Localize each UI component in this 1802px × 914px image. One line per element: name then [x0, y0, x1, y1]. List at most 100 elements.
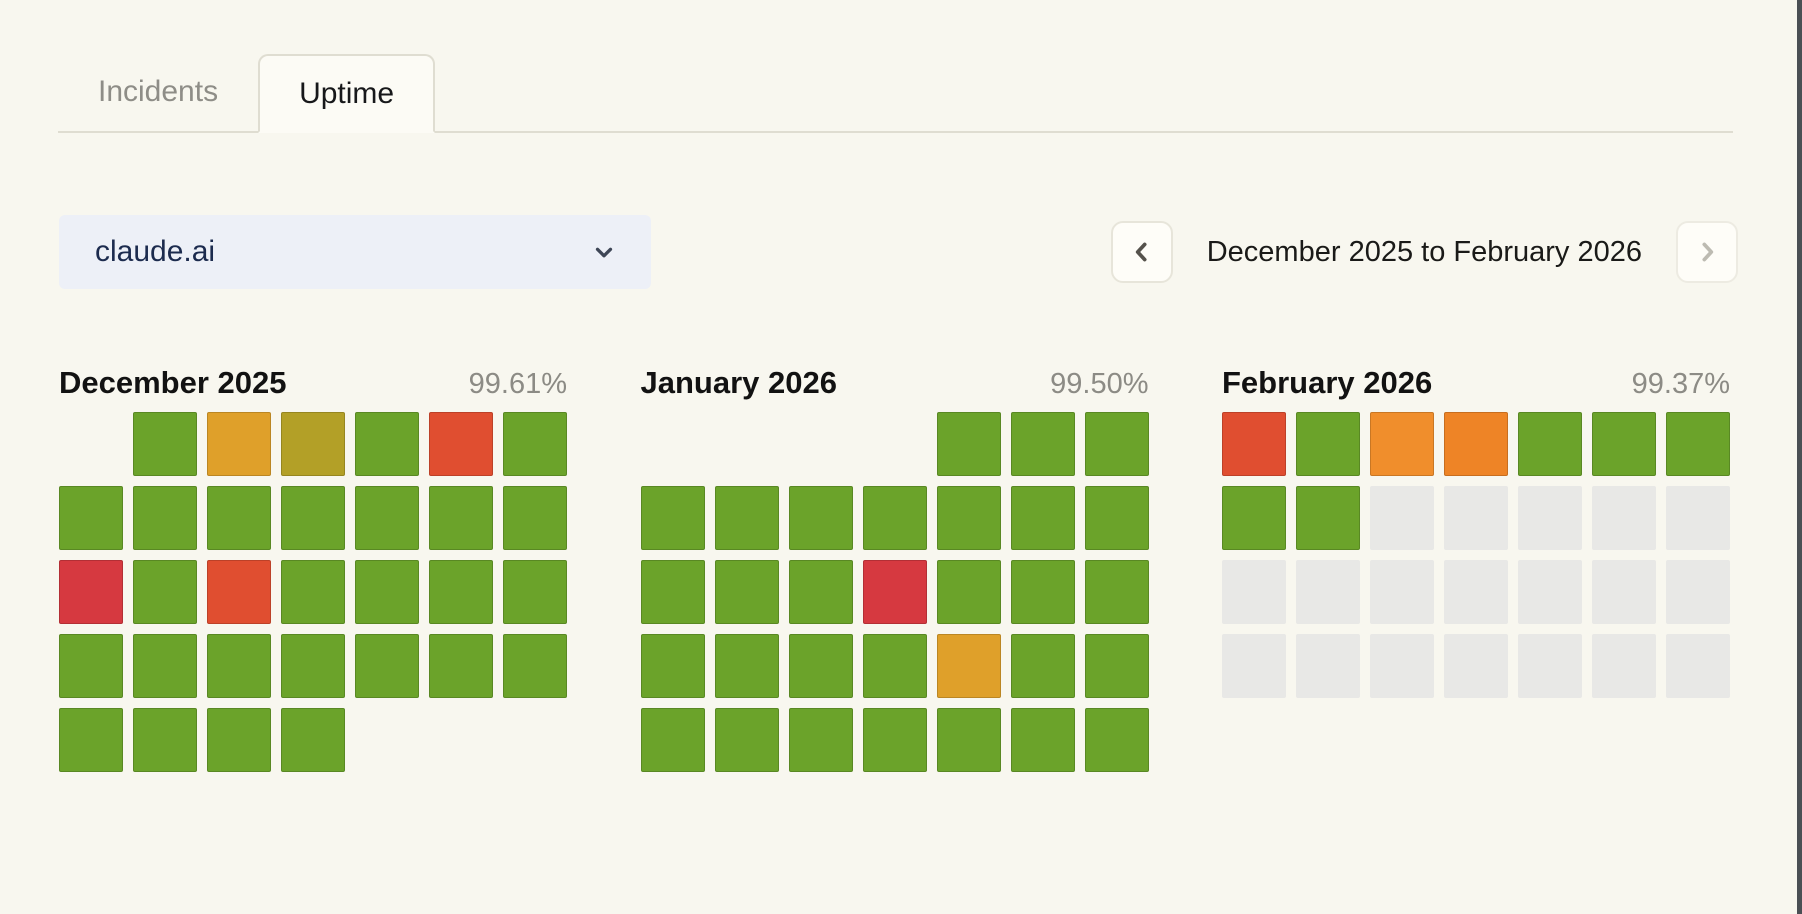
day-cell[interactable] — [862, 486, 927, 550]
day-cell[interactable] — [1010, 486, 1075, 550]
day-cell[interactable] — [281, 634, 345, 698]
day-cell[interactable] — [936, 634, 1001, 698]
day-cell[interactable] — [1084, 486, 1149, 550]
day-cell[interactable] — [133, 412, 197, 476]
day-cell[interactable] — [429, 486, 493, 550]
month-title: January 2026 — [640, 365, 837, 400]
tab-bar: Incidents Uptime — [58, 0, 1733, 133]
day-cell[interactable] — [503, 486, 567, 550]
day-cell[interactable] — [1666, 412, 1730, 476]
day-cell[interactable] — [640, 560, 705, 624]
day-cell-future — [1296, 560, 1360, 624]
day-cell[interactable] — [207, 634, 271, 698]
day-cell[interactable] — [59, 708, 123, 772]
day-cell[interactable] — [207, 560, 271, 624]
day-cell[interactable] — [1084, 634, 1149, 698]
day-cell-future — [1370, 486, 1434, 550]
day-cell-future — [1666, 560, 1730, 624]
day-cell[interactable] — [788, 708, 853, 772]
day-cell[interactable] — [207, 486, 271, 550]
day-cell[interactable] — [133, 486, 197, 550]
day-cell[interactable] — [1444, 412, 1508, 476]
day-cell[interactable] — [1592, 412, 1656, 476]
day-cell-future — [1444, 560, 1508, 624]
tab-uptime[interactable]: Uptime — [258, 54, 436, 133]
uptime-calendars: December 2025 99.61% January 2026 99.50%… — [59, 364, 1730, 772]
day-cell[interactable] — [429, 412, 493, 476]
day-cell[interactable] — [640, 708, 705, 772]
day-cell-empty — [715, 412, 779, 476]
month-grid — [640, 412, 1149, 772]
day-cell[interactable] — [59, 560, 123, 624]
day-cell[interactable] — [788, 486, 853, 550]
day-cell[interactable] — [133, 708, 197, 772]
day-cell[interactable] — [936, 486, 1001, 550]
chevron-right-icon — [1694, 239, 1720, 265]
day-cell[interactable] — [133, 634, 197, 698]
day-cell[interactable] — [936, 708, 1001, 772]
month-uptime-percent: 99.37% — [1631, 368, 1730, 400]
day-cell-future — [1222, 634, 1286, 698]
day-cell[interactable] — [862, 634, 927, 698]
window-edge — [1797, 0, 1802, 914]
day-cell[interactable] — [1370, 412, 1434, 476]
day-cell[interactable] — [714, 486, 779, 550]
day-cell[interactable] — [1084, 708, 1149, 772]
day-cell[interactable] — [936, 412, 1001, 476]
day-cell[interactable] — [640, 486, 705, 550]
day-cell[interactable] — [281, 486, 345, 550]
day-cell[interactable] — [503, 412, 567, 476]
day-cell[interactable] — [503, 634, 567, 698]
day-cell[interactable] — [936, 560, 1001, 624]
day-cell[interactable] — [503, 560, 567, 624]
day-cell[interactable] — [1010, 708, 1075, 772]
day-cell[interactable] — [1222, 412, 1286, 476]
day-cell[interactable] — [355, 634, 419, 698]
month-card-february: February 2026 99.37% — [1222, 364, 1730, 772]
day-cell-empty — [789, 412, 853, 476]
day-cell[interactable] — [714, 708, 779, 772]
day-cell[interactable] — [207, 708, 271, 772]
day-cell[interactable] — [59, 634, 123, 698]
day-cell[interactable] — [1296, 486, 1360, 550]
next-range-button[interactable] — [1676, 221, 1738, 283]
tab-incidents[interactable]: Incidents — [58, 52, 258, 131]
day-cell[interactable] — [1010, 634, 1075, 698]
chevron-down-icon — [591, 239, 617, 265]
day-cell[interactable] — [355, 486, 419, 550]
day-cell[interactable] — [429, 634, 493, 698]
day-cell[interactable] — [429, 560, 493, 624]
day-cell-future — [1592, 486, 1656, 550]
day-cell[interactable] — [281, 708, 345, 772]
day-cell[interactable] — [862, 560, 927, 624]
day-cell[interactable] — [714, 560, 779, 624]
day-cell[interactable] — [714, 634, 779, 698]
day-cell[interactable] — [1010, 560, 1075, 624]
day-cell[interactable] — [1296, 412, 1360, 476]
day-cell[interactable] — [355, 560, 419, 624]
day-cell-future — [1222, 560, 1286, 624]
day-cell[interactable] — [133, 560, 197, 624]
prev-range-button[interactable] — [1110, 221, 1173, 283]
day-cell[interactable] — [281, 412, 345, 476]
day-cell[interactable] — [59, 486, 123, 550]
day-cell[interactable] — [1084, 412, 1149, 476]
month-header: December 2025 99.61% — [59, 364, 567, 403]
day-cell[interactable] — [1518, 412, 1582, 476]
day-cell[interactable] — [207, 412, 271, 476]
day-cell[interactable] — [1010, 412, 1075, 476]
day-cell[interactable] — [788, 560, 853, 624]
day-cell[interactable] — [862, 708, 927, 772]
day-cell[interactable] — [788, 634, 853, 698]
day-cell[interactable] — [1222, 486, 1286, 550]
day-cell[interactable] — [355, 412, 419, 476]
chevron-left-icon — [1129, 239, 1155, 265]
month-title: February 2026 — [1222, 365, 1433, 400]
day-cell[interactable] — [640, 634, 705, 698]
controls-row: claude.ai December 2025 to February 2026 — [59, 215, 1738, 289]
day-cell[interactable] — [1084, 560, 1149, 624]
day-cell-empty — [503, 708, 567, 772]
service-dropdown[interactable]: claude.ai — [59, 215, 651, 289]
month-grid — [1222, 412, 1730, 698]
day-cell[interactable] — [281, 560, 345, 624]
